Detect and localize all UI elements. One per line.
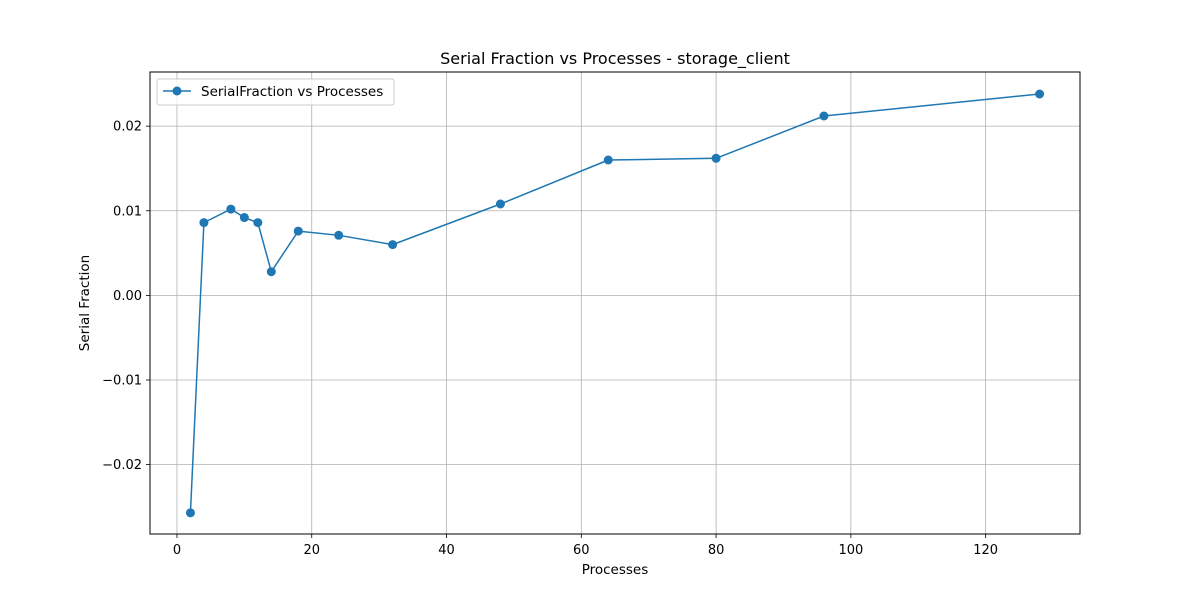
data-point (239, 213, 249, 223)
x-tick-label: 100 (838, 543, 863, 558)
data-point (819, 111, 829, 121)
data-point (199, 218, 209, 228)
data-point (388, 240, 398, 250)
y-axis-label: Serial Fraction (77, 255, 93, 351)
y-tick-label: 0.02 (113, 120, 142, 135)
y-tick-label: 0.01 (113, 204, 142, 219)
x-tick-label: 20 (303, 543, 320, 558)
x-axis-label: Processes (582, 562, 649, 578)
data-point (711, 153, 721, 163)
legend-label: SerialFraction vs Processes (201, 84, 383, 100)
y-tick-label: −0.02 (102, 458, 142, 473)
x-tick-label: 40 (438, 543, 455, 558)
axes-frame (149, 71, 1081, 535)
x-tick-label: 60 (573, 543, 590, 558)
data-point (495, 199, 505, 209)
y-tick-label: 0.00 (113, 289, 142, 304)
x-tick-label: 0 (173, 543, 181, 558)
ticks: 0 20 40 60 80 100 120 −0.02 −0.01 0.00 0.01 0.02 (102, 120, 998, 558)
grid (150, 72, 1080, 534)
series-layer (185, 89, 1045, 518)
chart-title: Serial Fraction vs Processes - storage_c… (440, 49, 790, 69)
data-point (226, 204, 236, 214)
x-tick-label: 80 (708, 543, 725, 558)
data-point (253, 218, 263, 228)
legend-marker (172, 86, 182, 96)
x-tick-label: 120 (973, 543, 998, 558)
legend: SerialFraction vs Processes (156, 78, 395, 106)
data-point (185, 508, 195, 518)
data-point (266, 267, 276, 277)
data-point (603, 155, 613, 165)
legend-box (156, 78, 395, 106)
y-tick-label: −0.01 (102, 374, 142, 389)
data-point (334, 230, 344, 240)
data-point (293, 226, 303, 236)
data-point (1035, 89, 1045, 99)
